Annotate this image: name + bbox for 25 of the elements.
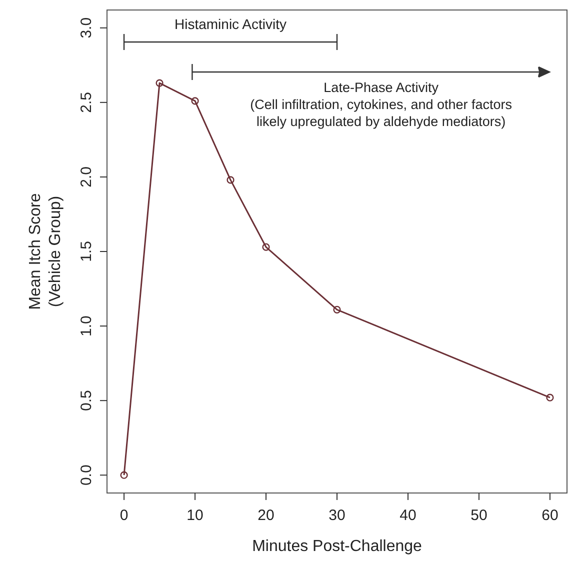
x-axis-title: Minutes Post-Challenge	[252, 538, 422, 555]
x-tick-label: 50	[470, 507, 488, 524]
annotation: Late-Phase Activity (Cell infiltration, cytokines, and other factors likely upregulated by aldehyde mediators)	[250, 80, 512, 129]
x-tick-label: 30	[328, 507, 346, 524]
point	[120, 471, 128, 479]
y-tick-label: 1.0	[78, 316, 95, 336]
point	[191, 97, 199, 105]
point	[226, 176, 234, 184]
x-tick-label: 20	[258, 507, 274, 524]
y-axis-title: Mean Itch Score (Vehicle Group)	[27, 193, 64, 310]
y-tick-label: 2.5	[78, 92, 95, 113]
y-tick-label: 0.0	[78, 464, 95, 486]
x-tick-label: 10	[186, 507, 204, 524]
x-tick-label: 0	[120, 507, 128, 524]
point	[333, 306, 341, 314]
y-tick-label: 3.0	[78, 17, 95, 38]
y-tick-label: 0.5	[78, 390, 95, 412]
x-tick-label: 40	[400, 507, 416, 524]
annotation: Histaminic Activity	[174, 16, 287, 32]
point	[546, 394, 554, 402]
y-tick-label: 2.0	[78, 166, 95, 188]
point	[262, 243, 270, 251]
point	[156, 79, 164, 87]
y-tick-label: 1.5	[78, 241, 95, 262]
x-tick-label: 60	[542, 507, 558, 524]
